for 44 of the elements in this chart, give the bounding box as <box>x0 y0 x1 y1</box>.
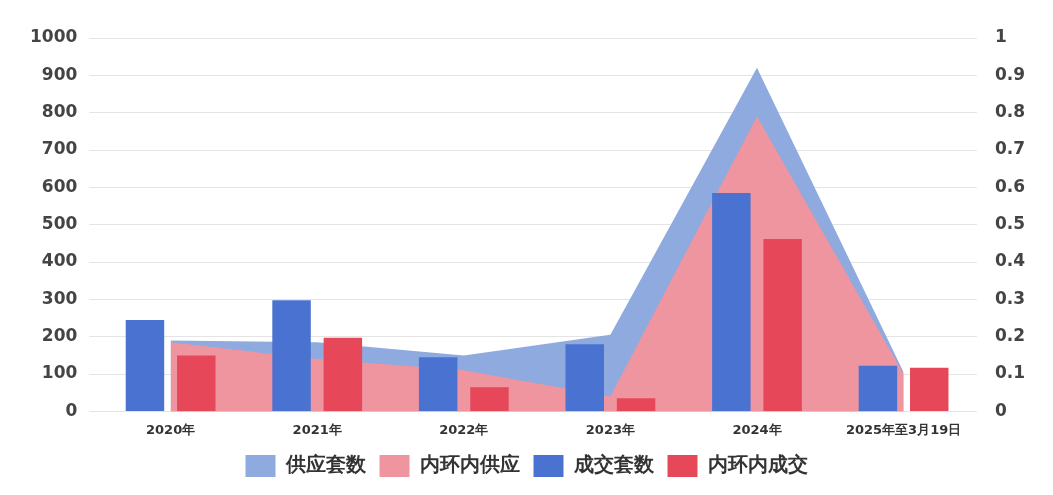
bar <box>177 355 216 411</box>
y-tick-label: 600 <box>41 175 78 196</box>
x-tick-label: 2023年 <box>585 421 635 437</box>
bar <box>272 300 311 411</box>
bar <box>565 344 604 411</box>
y2-tick-label: 0.5 <box>994 213 1026 234</box>
y2-tick-label: 0.9 <box>994 63 1026 84</box>
y2-tick-label: 0.2 <box>994 325 1026 346</box>
x-tick-label: 2020年 <box>146 421 196 437</box>
x-tick-label: 2024年 <box>732 421 782 437</box>
y-tick-label: 1000 <box>29 26 78 47</box>
y-tick-label: 500 <box>41 213 78 234</box>
y-tick-label: 300 <box>41 287 78 308</box>
y2-tick-label: 0.6 <box>994 175 1026 196</box>
y2-tick-label: 0 <box>994 399 1007 420</box>
bar <box>125 319 165 411</box>
y-tick-label: 100 <box>41 362 78 383</box>
bar <box>470 387 509 411</box>
bar <box>323 337 363 411</box>
bar <box>910 367 949 411</box>
legend-label: 成交套数 <box>572 452 655 477</box>
bar <box>418 357 458 411</box>
y-tick-label: 0 <box>65 399 78 420</box>
y2-tick-label: 0.7 <box>994 138 1026 159</box>
y-tick-label: 700 <box>41 138 78 159</box>
legend-label: 内环内成交 <box>707 452 808 477</box>
bar <box>712 192 751 411</box>
y-tick-label: 400 <box>41 250 78 271</box>
y-tick-label: 800 <box>41 101 78 122</box>
y-tick-label: 900 <box>41 63 78 84</box>
y2-tick-label: 0.4 <box>994 250 1026 271</box>
bar <box>616 398 656 411</box>
y-tick-label: 200 <box>41 325 78 346</box>
x-tick-label: 2022年 <box>439 421 489 437</box>
y2-tick-label: 0.8 <box>994 101 1026 122</box>
legend-label: 内环内供应 <box>419 452 520 477</box>
x-tick-label: 2025年至3月19日 <box>845 421 962 437</box>
y2-tick-label: 0.3 <box>994 287 1026 308</box>
y2-tick-label: 1 <box>994 26 1007 47</box>
x-tick-label: 2021年 <box>292 421 342 437</box>
y2-tick-label: 0.1 <box>994 362 1026 383</box>
bar <box>858 365 898 411</box>
legend-label: 供应套数 <box>284 452 367 477</box>
bar <box>763 238 802 411</box>
